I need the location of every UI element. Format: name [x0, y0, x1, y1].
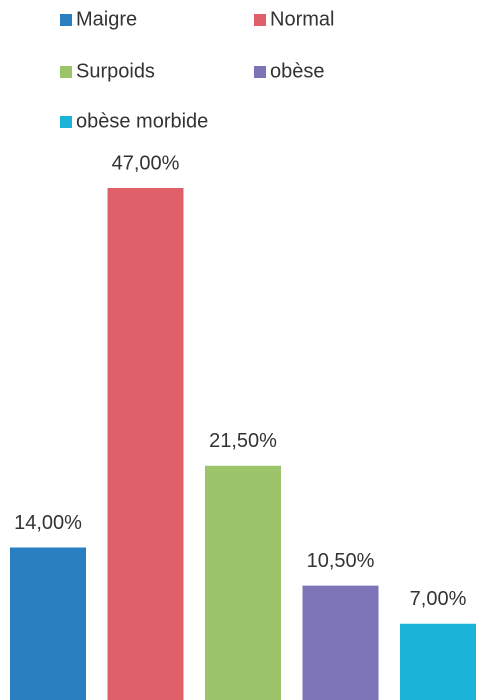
- legend-swatch: [60, 66, 72, 78]
- legend-swatch: [60, 116, 72, 128]
- value-label: 14,00%: [14, 512, 82, 534]
- legend-label: obèse: [270, 60, 325, 82]
- value-label: 7,00%: [410, 588, 467, 610]
- legend-swatch: [254, 66, 266, 78]
- value-label: 21,50%: [209, 430, 277, 452]
- value-label: 47,00%: [112, 152, 180, 174]
- bar: [107, 188, 184, 700]
- legend-label: obèse morbide: [76, 110, 208, 132]
- legend-label: Normal: [270, 8, 334, 30]
- bar: [10, 547, 86, 700]
- bar: [205, 465, 281, 700]
- value-label: 10,50%: [307, 550, 375, 572]
- legend-label: Surpoids: [76, 60, 155, 82]
- bar: [400, 623, 476, 700]
- legend-swatch: [60, 14, 72, 26]
- legend-label: Maigre: [76, 8, 137, 30]
- legend-swatch: [254, 14, 266, 26]
- bar: [302, 585, 379, 700]
